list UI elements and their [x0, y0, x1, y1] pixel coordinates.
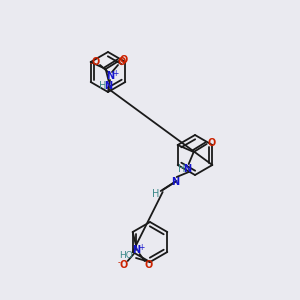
- Text: O: O: [208, 138, 216, 148]
- Text: H: H: [178, 164, 185, 174]
- Text: HO: HO: [119, 251, 133, 260]
- Text: +: +: [139, 244, 145, 253]
- Text: O: O: [92, 57, 100, 67]
- Text: -: -: [117, 259, 120, 268]
- Text: N: N: [105, 81, 113, 91]
- Text: O: O: [120, 260, 128, 270]
- Text: N: N: [133, 245, 141, 255]
- Text: H: H: [99, 81, 106, 91]
- Text: N: N: [184, 164, 192, 174]
- Text: N: N: [172, 177, 180, 187]
- Text: H: H: [152, 189, 159, 199]
- Text: +: +: [112, 70, 118, 79]
- Text: O: O: [118, 57, 126, 67]
- Text: -: -: [90, 59, 92, 68]
- Text: O: O: [120, 55, 128, 65]
- Text: O: O: [145, 260, 153, 270]
- Text: N: N: [106, 71, 114, 81]
